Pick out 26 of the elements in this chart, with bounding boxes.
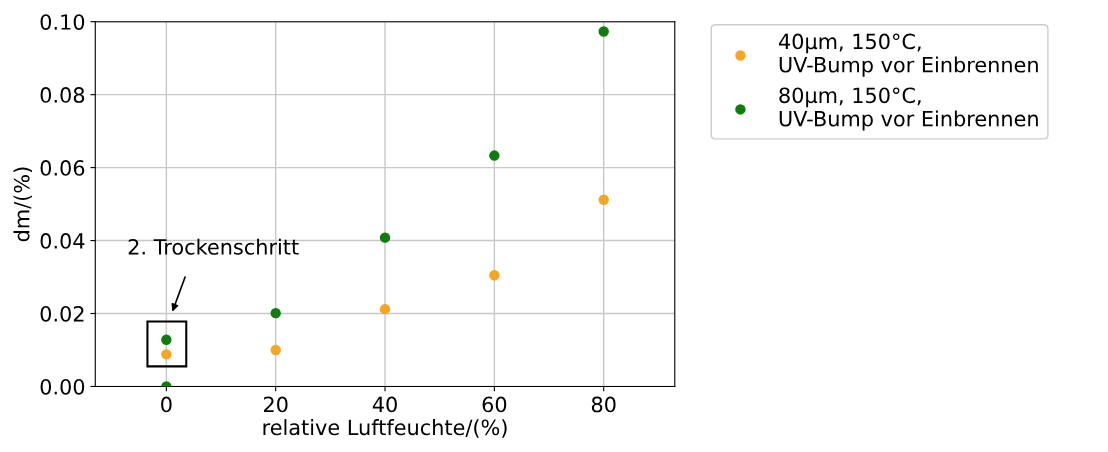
point — [270, 344, 281, 356]
x-tick-label: 0 — [161, 396, 172, 413]
point — [379, 232, 391, 243]
point — [598, 194, 609, 205]
y-tick-label: 0.00 — [40, 378, 85, 395]
point — [489, 150, 500, 161]
legend-label: 80µm, 150°C, UV-Bump vor Einbrennen — [779, 87, 1038, 131]
point — [161, 349, 172, 360]
y-tick-label: 0.02 — [40, 305, 84, 322]
y-axis-title: dm/(%) — [13, 167, 33, 242]
x-axis-title: relative Luftfeuchte/(%) — [263, 419, 507, 438]
y-tick-label: 0.04 — [40, 233, 85, 249]
legend-label: 40µm, 150°C, UV-Bump vor Einbrennen — [778, 33, 1038, 77]
x-tick-label: 60 — [482, 396, 507, 413]
x-tick-label: 80 — [591, 396, 616, 413]
y-tick-label: 0.06 — [40, 160, 85, 176]
y-tick-label: 0.10 — [40, 14, 85, 30]
point — [489, 269, 500, 281]
y-tick-label: 0.08 — [40, 87, 85, 103]
x-tick-label: 20 — [263, 396, 288, 413]
point — [161, 334, 172, 345]
annotation: 2. Trockenschritt — [128, 238, 299, 255]
point — [379, 303, 391, 315]
x-tick-label: 40 — [372, 396, 397, 413]
point — [270, 307, 281, 319]
point — [598, 26, 609, 37]
